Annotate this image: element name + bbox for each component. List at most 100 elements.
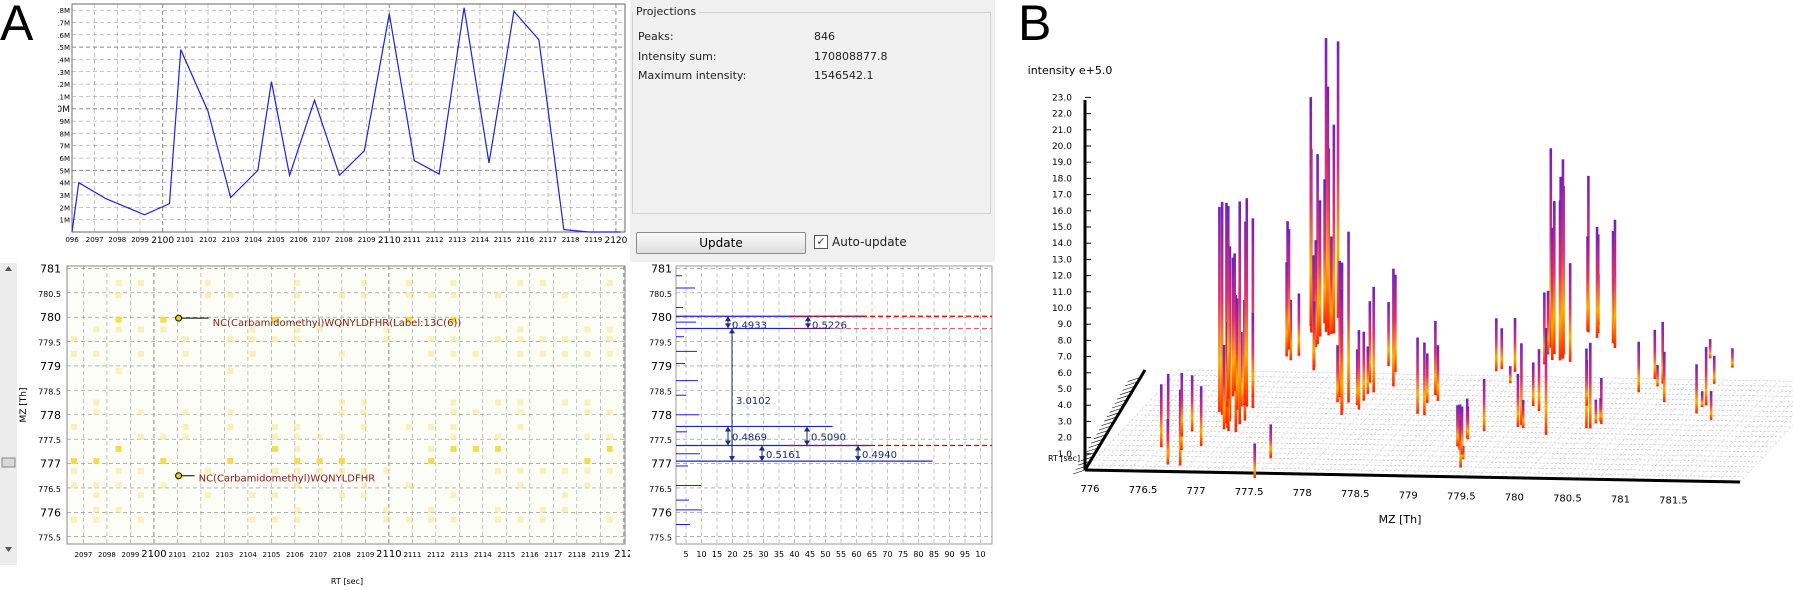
base-grid-line (1164, 385, 1793, 397)
scroll-down-arrow-icon[interactable] (5, 547, 12, 552)
rt-y-tick-label: 10M (58, 105, 70, 115)
z-tick-label: 5.0 (1058, 385, 1073, 395)
map-feature-marker (272, 446, 278, 452)
map-y-tick-label: 780.5 (38, 290, 61, 299)
base-grid-line (1104, 450, 1759, 462)
map-feature-marker (607, 517, 613, 523)
map-feature-marker (116, 326, 122, 332)
map-feature-marker (584, 351, 590, 357)
intensity-peak-bar (1160, 384, 1163, 447)
mz-tick-label: 778 (1293, 488, 1312, 499)
map-feature-marker (495, 446, 501, 452)
map-feature-marker (93, 326, 99, 332)
map-feature-marker (384, 517, 390, 523)
mz-tick-label: 778.5 (1341, 489, 1370, 500)
intensity-peak-bar (1656, 365, 1659, 386)
map-feature-marker (517, 468, 523, 474)
map-feature-marker (272, 424, 278, 430)
map-vertical-scrollbar[interactable] (0, 263, 17, 565)
measurement-label: 0.5226 (812, 321, 847, 332)
rt-y-tick-label: 5M (60, 167, 71, 175)
intensity-peak-bar (1223, 345, 1226, 430)
z-tick-label: 21.0 (1052, 126, 1072, 136)
map-feature-marker (473, 409, 479, 415)
annotation-anchor-marker (176, 473, 182, 479)
scroll-up-arrow-icon[interactable] (5, 266, 12, 271)
scrollbar-thumb[interactable] (2, 458, 15, 467)
map-x-tick-label: 2114 (474, 551, 492, 559)
spectrum-x-tick-label: 25 (743, 550, 753, 559)
map-feature-marker (138, 468, 144, 474)
map-feature-marker (384, 468, 390, 474)
intensity-peak-bar (1514, 318, 1517, 372)
rt-x-tick-label: 2106 (290, 236, 308, 244)
rt-chromatogram-chart: 1M2M3M4M5M6M7M8M9M10M11M12M13M14M15M16M1… (58, 0, 630, 260)
map-y-tick-label: 780 (40, 311, 61, 324)
intensity-peak-bar (1166, 419, 1169, 464)
peaks-value: 846 (814, 30, 835, 43)
map-feature-marker (93, 351, 99, 357)
intensity-peak-bar (1509, 366, 1512, 383)
map-x-tick-label: 2107 (309, 551, 327, 559)
spectrum-y-tick-label: 778.5 (649, 387, 672, 396)
map-x-tick-label: 2111 (403, 551, 421, 559)
map-feature-marker (361, 409, 367, 415)
map-x-tick-label: 2100 (141, 549, 166, 560)
max-intensity-label: Maximum intensity: (638, 69, 746, 82)
map-feature-marker (495, 507, 501, 513)
map-feature-marker (361, 292, 367, 298)
intensity-peak-bar (1545, 328, 1548, 435)
rt-x-tick-label: 2112 (426, 236, 444, 244)
map-feature-marker (93, 507, 99, 513)
map-y-tick-label: 777 (40, 458, 61, 471)
spectrum-x-tick-label: 5 (683, 550, 688, 559)
base-grid-line (1336, 375, 1430, 475)
rt-x-tick-label: 2120 (604, 236, 627, 246)
map-feature-marker (562, 468, 568, 474)
rt-y-tick-label: 11M (58, 93, 70, 101)
map-feature-marker (138, 517, 144, 523)
map-feature-marker (361, 400, 367, 406)
intensity-peak-bar (1663, 352, 1666, 402)
spectrum-x-tick-label: 80 (913, 550, 923, 559)
map-y-tick-label: 776.5 (38, 485, 61, 494)
map-feature-marker (227, 409, 233, 415)
map-feature-marker (607, 326, 613, 332)
spectrum-x-tick-label: 70 (882, 550, 892, 559)
mz-projection-svg: 781780.5780779.5779778.5778777.5777776.5… (630, 262, 995, 586)
map-feature-marker (339, 492, 345, 498)
intensity-peak-bar (1731, 348, 1734, 367)
spectrum-x-tick-label: 40 (789, 550, 799, 559)
measurement-label: 0.5161 (766, 450, 801, 461)
map-feature-marker (517, 517, 523, 523)
auto-update-checkbox[interactable]: ✓ (814, 235, 828, 249)
map-feature-marker (584, 458, 590, 464)
z-tick-label: 22.0 (1052, 110, 1072, 120)
rt-y-tick-label: 6M (60, 155, 71, 163)
mz-tick-label: 781 (1611, 494, 1630, 505)
map-feature-marker (227, 292, 233, 298)
spectrum-x-tick-label: 55 (836, 550, 846, 559)
projections-panel: Projections Peaks: 846 Intensity sum: 17… (630, 0, 995, 262)
base-grid-line (1160, 390, 1793, 402)
base-grid-line (1129, 371, 1223, 471)
update-button[interactable]: Update (636, 232, 806, 254)
base-grid-line (1489, 377, 1583, 477)
z-tick-label: 4.0 (1058, 401, 1073, 411)
map-feature-marker (272, 336, 278, 342)
z-tick-label: 2.0 (1058, 434, 1073, 444)
map-feature-marker (495, 336, 501, 342)
map-feature-marker (584, 468, 590, 474)
intensity-peak-bar (1372, 287, 1375, 393)
map-feature-marker (607, 351, 613, 357)
map-x-tick-label: 2106 (286, 551, 304, 559)
map-feature-marker (517, 351, 523, 357)
spectrum-x-tick-label: 75 (898, 550, 908, 559)
map-feature-marker (607, 446, 613, 452)
rt-x-tick-label: 2103 (222, 236, 240, 244)
intensity-peak-bar (1713, 356, 1716, 384)
spectrum-y-tick-label: 779 (651, 360, 672, 373)
mz-tick-label: 776 (1080, 484, 1099, 495)
